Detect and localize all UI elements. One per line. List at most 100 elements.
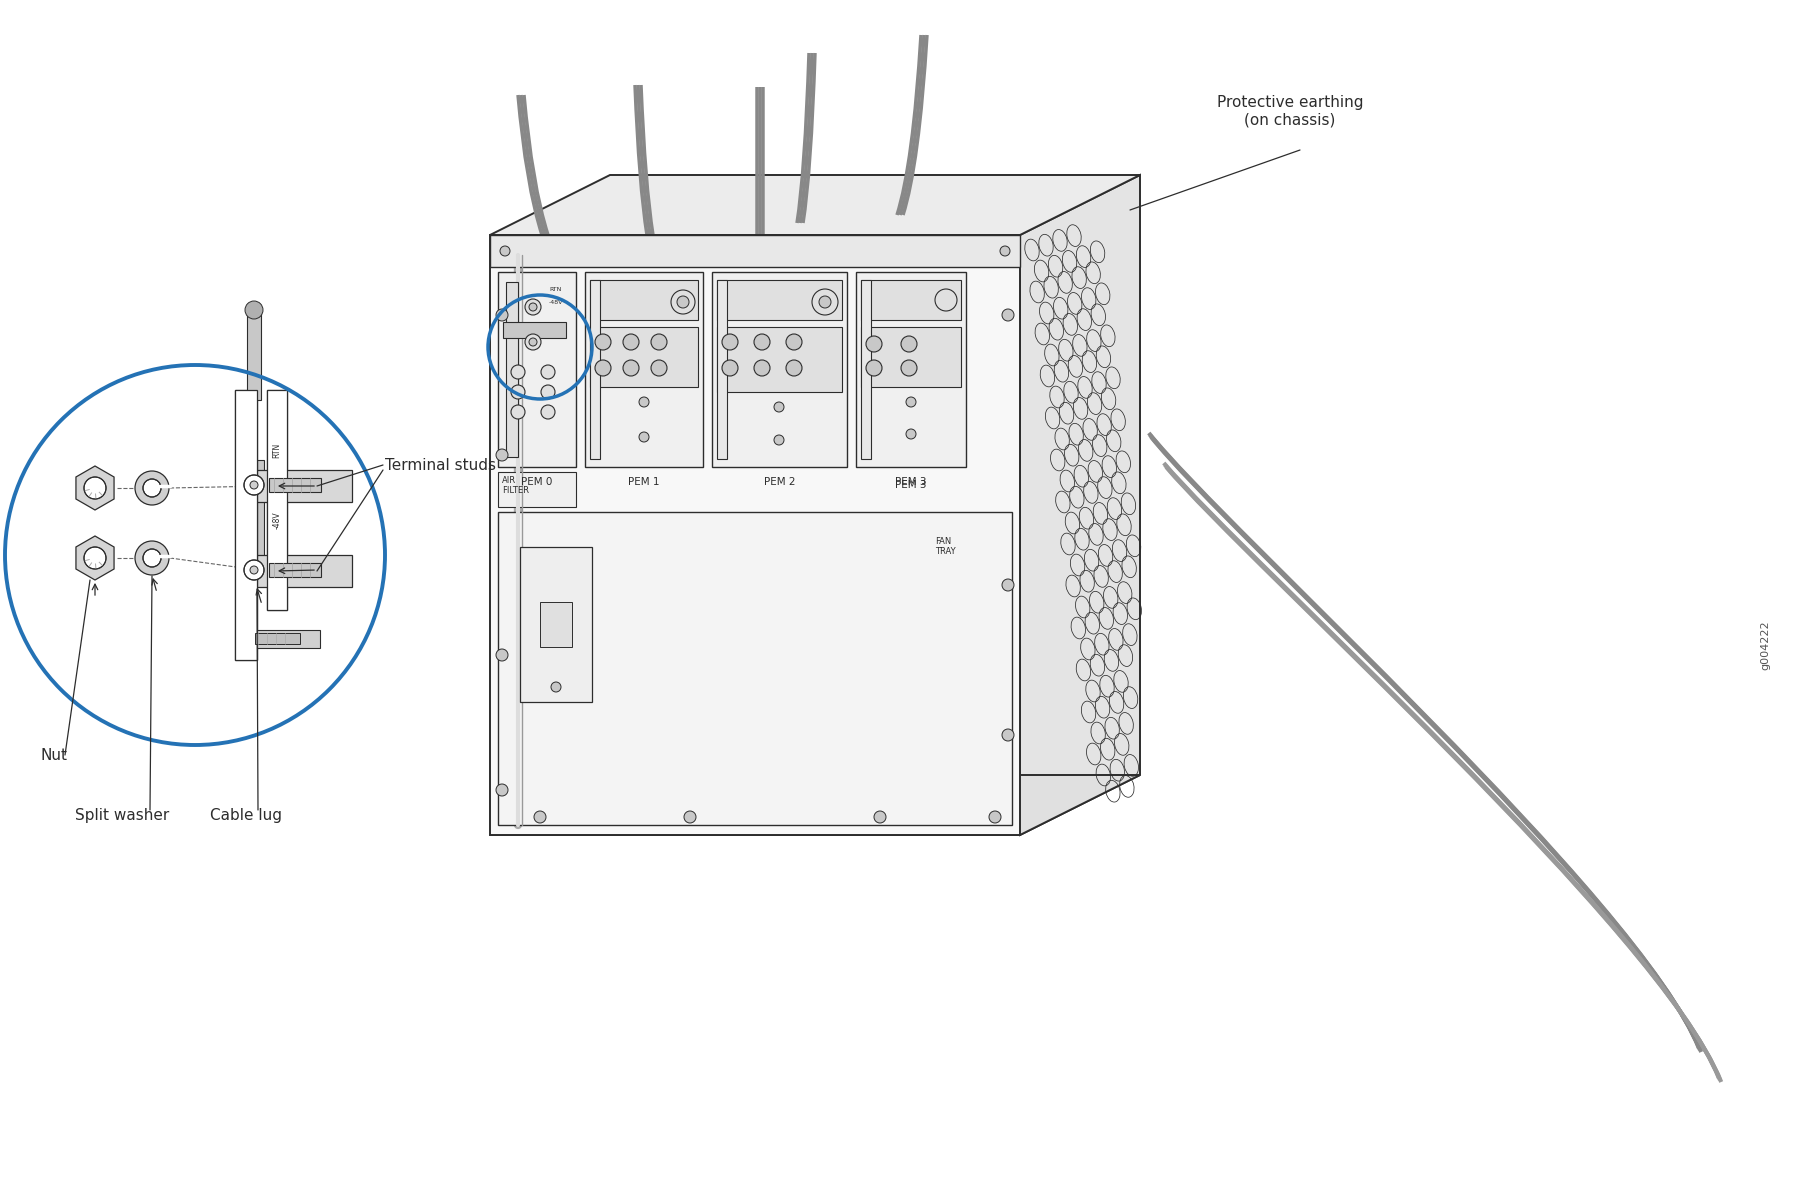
Circle shape: [722, 334, 738, 349]
Circle shape: [501, 246, 510, 256]
Polygon shape: [490, 175, 1140, 235]
Bar: [268, 563, 321, 576]
Circle shape: [866, 360, 882, 376]
Bar: [861, 327, 962, 387]
Circle shape: [511, 405, 526, 419]
Bar: [490, 235, 1019, 267]
Circle shape: [774, 402, 783, 412]
Text: Split washer: Split washer: [76, 807, 169, 823]
Circle shape: [774, 435, 783, 446]
Polygon shape: [76, 466, 113, 510]
Circle shape: [243, 476, 265, 495]
Circle shape: [755, 360, 771, 376]
Circle shape: [1001, 579, 1014, 591]
Circle shape: [135, 540, 169, 575]
Bar: [490, 235, 1019, 835]
Bar: [591, 280, 699, 319]
Circle shape: [250, 480, 258, 489]
Circle shape: [900, 360, 917, 376]
Bar: [861, 280, 962, 319]
Circle shape: [623, 334, 639, 349]
Text: -48V: -48V: [272, 512, 281, 528]
Text: PEM 0: PEM 0: [520, 477, 553, 486]
Text: PEM 3: PEM 3: [895, 480, 928, 490]
Bar: [258, 470, 351, 502]
Text: Protective earthing
(on chassis): Protective earthing (on chassis): [1217, 95, 1363, 127]
Circle shape: [722, 360, 738, 376]
Bar: [268, 478, 321, 492]
Circle shape: [526, 299, 540, 315]
Circle shape: [243, 560, 265, 580]
Circle shape: [529, 337, 537, 346]
Text: RTN: RTN: [272, 442, 281, 458]
Circle shape: [989, 811, 1001, 823]
Circle shape: [755, 334, 771, 349]
Circle shape: [85, 477, 106, 498]
Bar: [540, 602, 573, 647]
Circle shape: [785, 360, 801, 376]
Bar: [591, 327, 699, 387]
Circle shape: [526, 334, 540, 349]
Circle shape: [650, 334, 666, 349]
Text: PEM 3: PEM 3: [895, 477, 928, 486]
Circle shape: [535, 811, 546, 823]
Text: -48V: -48V: [549, 300, 564, 305]
Bar: [234, 390, 258, 661]
Circle shape: [650, 360, 666, 376]
Circle shape: [551, 682, 560, 692]
Text: Cable lug: Cable lug: [211, 807, 283, 823]
Text: AIR
FILTER: AIR FILTER: [502, 476, 529, 495]
Text: FAN
TRAY: FAN TRAY: [935, 537, 956, 556]
Circle shape: [5, 365, 385, 745]
Circle shape: [142, 549, 160, 567]
Bar: [247, 310, 261, 400]
Text: RTN: RTN: [549, 287, 562, 292]
Circle shape: [495, 309, 508, 321]
Text: g004222: g004222: [1760, 620, 1770, 670]
Circle shape: [1001, 309, 1014, 321]
Circle shape: [594, 360, 611, 376]
Polygon shape: [490, 775, 1140, 835]
Bar: [256, 633, 301, 644]
Text: PEM 1: PEM 1: [629, 477, 659, 486]
Bar: [717, 327, 843, 392]
Circle shape: [142, 479, 160, 497]
Bar: [267, 390, 286, 610]
Bar: [502, 322, 566, 337]
Bar: [717, 280, 843, 319]
Bar: [861, 280, 872, 459]
Circle shape: [250, 566, 258, 574]
Circle shape: [85, 546, 106, 569]
Circle shape: [495, 784, 508, 796]
Circle shape: [866, 336, 882, 352]
Circle shape: [785, 334, 801, 349]
Bar: [585, 271, 702, 467]
Circle shape: [540, 405, 555, 419]
Bar: [717, 280, 728, 459]
Circle shape: [495, 649, 508, 661]
Circle shape: [529, 303, 537, 311]
Circle shape: [906, 398, 917, 407]
Bar: [243, 460, 265, 570]
Circle shape: [812, 289, 837, 315]
Text: Nut: Nut: [40, 747, 67, 763]
Circle shape: [672, 289, 695, 313]
Circle shape: [623, 360, 639, 376]
Circle shape: [540, 365, 555, 380]
Circle shape: [677, 295, 690, 307]
Bar: [855, 271, 965, 467]
Circle shape: [245, 301, 263, 319]
Circle shape: [639, 398, 648, 407]
Polygon shape: [76, 536, 113, 580]
Bar: [258, 555, 351, 587]
Circle shape: [511, 365, 526, 380]
Circle shape: [639, 432, 648, 442]
Polygon shape: [1019, 175, 1140, 835]
Circle shape: [935, 289, 956, 311]
Circle shape: [819, 295, 830, 307]
Text: PEM 2: PEM 2: [764, 477, 796, 486]
Bar: [499, 472, 576, 507]
Bar: [711, 271, 846, 467]
Bar: [520, 546, 593, 703]
Circle shape: [1001, 729, 1014, 741]
